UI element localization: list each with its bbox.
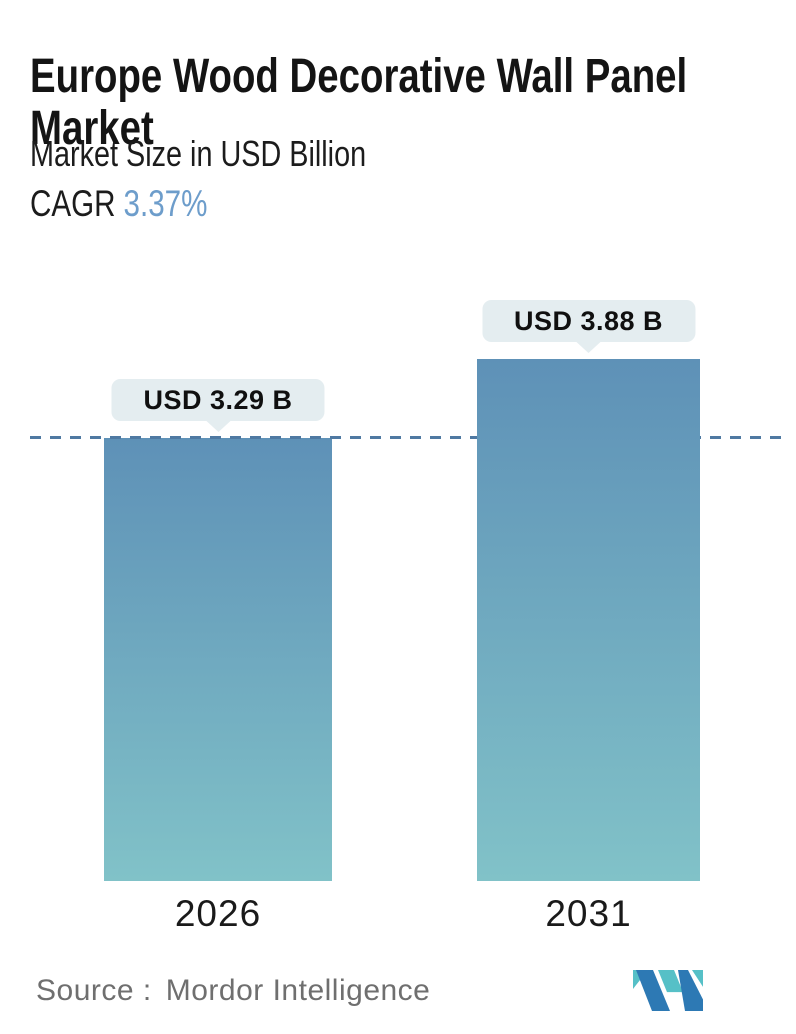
- chart-title-line1: Europe Wood Decorative Wall Panel: [30, 50, 688, 104]
- source-label: Source :: [36, 974, 152, 1007]
- cagr-line: CAGR 3.37%: [30, 183, 207, 225]
- value-label-2031: USD 3.88 B: [513, 306, 664, 336]
- value-callout-2031: USD 3.88 B: [481, 300, 696, 342]
- x-axis-label-2026: 2026: [174, 893, 262, 934]
- chart-title: Europe Wood Decorative Wall Panel Market: [30, 51, 687, 155]
- dashed-reference-line: [30, 436, 786, 439]
- value-label-2026: USD 3.29 B: [143, 385, 293, 415]
- cagr-value: 3.37%: [123, 183, 208, 224]
- source-name: Mordor Intelligence: [165, 974, 431, 1007]
- x-axis-label-2031: 2031: [545, 893, 632, 934]
- mordor-intelligence-logo-icon: [633, 970, 703, 1011]
- chart-title-line2: Market: [30, 102, 154, 156]
- bar-2031: USD 3.88 B 2031: [477, 300, 700, 934]
- chart-subtitle: Market Size in USD Billion: [30, 133, 367, 174]
- source-line: Source : Mordor Intelligence: [36, 974, 430, 1008]
- value-callout-2026: USD 3.29 B: [111, 379, 325, 421]
- cagr-label: CAGR: [30, 183, 116, 224]
- bar-2026: USD 3.29 B 2026: [104, 379, 332, 934]
